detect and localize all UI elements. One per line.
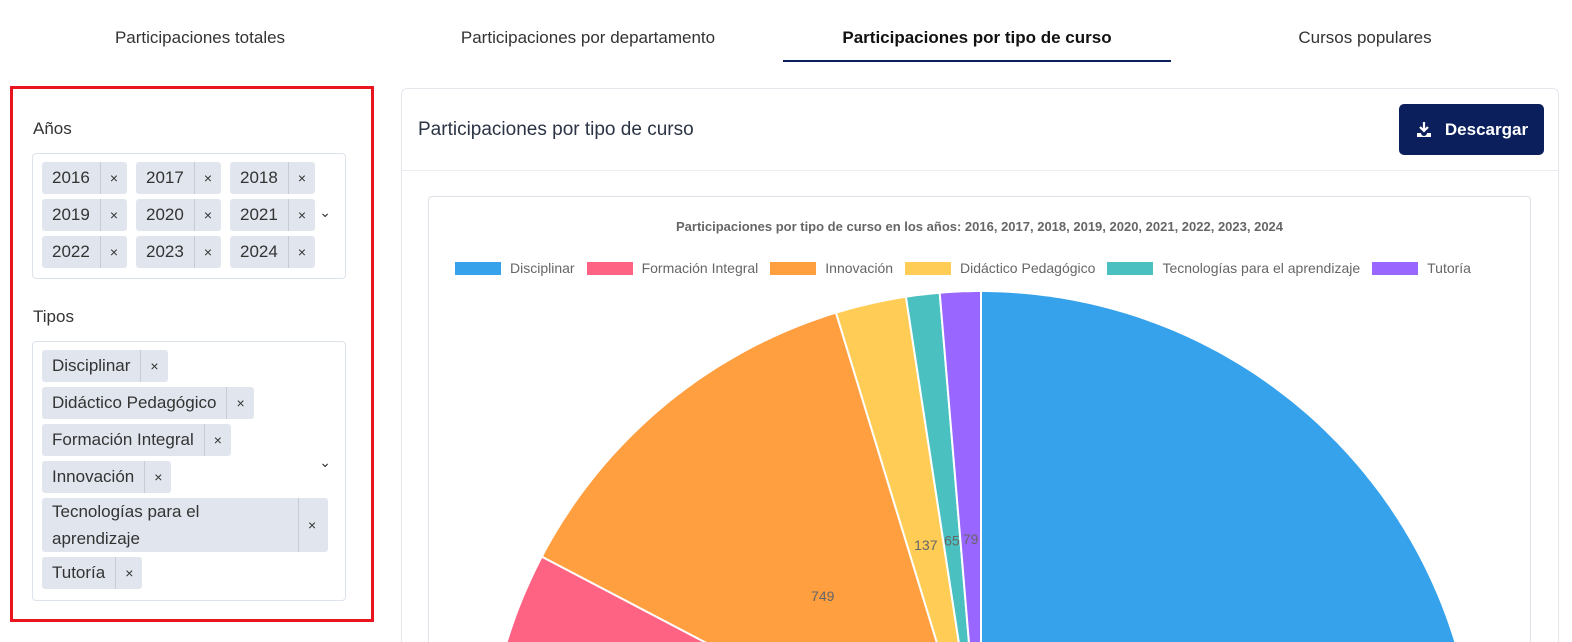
legend-swatch xyxy=(1372,261,1419,275)
active-tab-indicator xyxy=(783,60,1171,62)
chevron-down-icon[interactable]: ⌄ xyxy=(319,454,331,470)
years-select[interactable]: 2016 × 2017 × 2018 × 2019 × 2020 × 2021 × 2022 × 2023 ×… xyxy=(32,153,346,279)
tab-participaciones-totales[interactable]: Participaciones totales xyxy=(114,28,286,47)
chip-label: 2021 xyxy=(240,205,278,224)
remove-chip-icon[interactable]: × xyxy=(193,199,221,231)
type-chip: Tutoría × xyxy=(42,557,143,589)
chip-label: 2016 xyxy=(52,168,90,187)
remove-chip-icon[interactable]: × xyxy=(287,199,315,231)
chip-label: Tecnologías para el aprendizaje xyxy=(52,502,200,548)
divider xyxy=(402,170,1558,171)
pie-slice[interactable] xyxy=(938,290,982,642)
filters-panel: Años 2016 × 2017 × 2018 × 2019 × 2020 × 2021 × 2022 ×… xyxy=(10,86,374,622)
year-chip: 2016 × xyxy=(42,162,127,194)
chip-label: 2023 xyxy=(146,242,184,261)
chip-label: Formación Integral xyxy=(52,430,194,449)
slice-value-label: 79 xyxy=(963,531,979,547)
legend-item[interactable]: Formación Integral xyxy=(586,260,759,276)
type-chip: Innovación × xyxy=(42,461,172,493)
remove-chip-icon[interactable]: × xyxy=(193,162,221,194)
year-chip: 2020 × xyxy=(136,199,221,231)
legend-label: Formación Integral xyxy=(641,260,759,276)
year-chip: 2017 × xyxy=(136,162,221,194)
year-chip: 2021 × xyxy=(230,199,315,231)
remove-chip-icon[interactable]: × xyxy=(287,236,315,268)
legend-swatch xyxy=(905,261,952,275)
legend-swatch xyxy=(586,261,633,275)
legend-label: Tutoría xyxy=(1427,260,1471,276)
chip-label: 2022 xyxy=(52,242,90,261)
legend-label: Tecnologías para el aprendizaje xyxy=(1162,260,1361,276)
card-title: Participaciones por tipo de curso xyxy=(418,119,694,140)
download-label: Descargar xyxy=(1444,119,1529,139)
tab-bar: Participaciones totales Participaciones … xyxy=(0,0,1572,64)
type-chip: Tecnologías para el aprendizaje × xyxy=(42,498,328,552)
remove-chip-icon[interactable]: × xyxy=(99,236,127,268)
pie-slice[interactable] xyxy=(540,311,938,642)
legend-label: Didáctico Pedagógico xyxy=(960,260,1096,276)
remove-chip-icon[interactable]: × xyxy=(144,461,171,493)
legend-item[interactable]: Tecnologías para el aprendizaje xyxy=(1107,260,1360,276)
remove-chip-icon[interactable]: × xyxy=(298,498,325,552)
pie-chart: 749 137 65 79 xyxy=(505,290,1457,642)
remove-chip-icon[interactable]: × xyxy=(99,199,127,231)
slice-value-label: 137 xyxy=(914,537,938,553)
chip-label: 2018 xyxy=(240,168,278,187)
legend-label: Innovación xyxy=(825,260,894,276)
legend-item[interactable]: Innovación xyxy=(770,260,893,276)
download-button[interactable]: Descargar xyxy=(1399,104,1544,155)
slice-value-label: 749 xyxy=(811,588,835,604)
chevron-down-icon[interactable]: ⌄ xyxy=(319,204,331,220)
chip-label: Disciplinar xyxy=(52,356,131,375)
slice-value-label: 65 xyxy=(944,533,960,549)
remove-chip-icon[interactable]: × xyxy=(287,162,315,194)
legend-label: Disciplinar xyxy=(510,260,575,276)
remove-chip-icon[interactable]: × xyxy=(203,424,231,456)
tab-participaciones-departamento[interactable]: Participaciones por departamento xyxy=(460,28,716,47)
types-label: Tipos xyxy=(33,307,74,326)
pie-slice[interactable] xyxy=(980,290,1457,642)
legend-swatch xyxy=(455,261,501,275)
remove-chip-icon[interactable]: × xyxy=(226,387,253,419)
chart-container: 749 137 65 79 Participaciones por tipo de c… xyxy=(428,196,1531,642)
remove-chip-icon[interactable]: × xyxy=(115,557,142,589)
chip-label: 2019 xyxy=(52,205,90,224)
year-chip: 2022 × xyxy=(42,236,127,268)
chip-label: 2020 xyxy=(146,205,184,224)
remove-chip-icon[interactable]: × xyxy=(193,236,221,268)
legend-item[interactable]: Didáctico Pedagógico xyxy=(905,260,1095,276)
types-select[interactable]: Disciplinar × Didáctico Pedagógico × Formaci… xyxy=(32,341,346,601)
chip-label: 2017 xyxy=(146,168,184,187)
tab-participaciones-tipo-curso[interactable]: Participaciones por tipo de curso xyxy=(842,28,1112,47)
remove-chip-icon[interactable]: × xyxy=(140,350,167,382)
chip-label: Innovación xyxy=(52,467,135,486)
legend-item[interactable]: Tutoría xyxy=(1372,260,1471,276)
type-chip: Didáctico Pedagógico × xyxy=(42,387,254,419)
year-chip: 2024 × xyxy=(230,236,315,268)
tab-cursos-populares[interactable]: Cursos populares xyxy=(1298,28,1432,47)
year-chip: 2019 × xyxy=(42,199,127,231)
chip-label: Tutoría xyxy=(52,563,106,582)
download-icon xyxy=(1416,121,1431,137)
pie-slice[interactable] xyxy=(835,295,960,642)
legend-swatch xyxy=(1107,261,1154,275)
year-chip: 2018 × xyxy=(230,162,315,194)
legend-item[interactable]: Disciplinar xyxy=(455,260,575,276)
remove-chip-icon[interactable]: × xyxy=(99,162,127,194)
year-chip: 2023 × xyxy=(136,236,221,268)
chip-label: 2024 xyxy=(240,242,278,261)
chip-label: Didáctico Pedagógico xyxy=(52,393,217,412)
pie-slice[interactable] xyxy=(505,555,707,642)
type-chip: Formación Integral × xyxy=(42,424,231,456)
chart-legend: Disciplinar Formación Integral Innovación D… xyxy=(455,260,1471,276)
legend-swatch xyxy=(770,261,817,275)
chart-card: Participaciones por tipo de curso Descar… xyxy=(401,88,1559,642)
type-chip: Disciplinar × xyxy=(42,350,168,382)
chart-title: Participaciones por tipo de curso en los… xyxy=(675,219,1284,234)
years-label: Años xyxy=(33,119,72,138)
